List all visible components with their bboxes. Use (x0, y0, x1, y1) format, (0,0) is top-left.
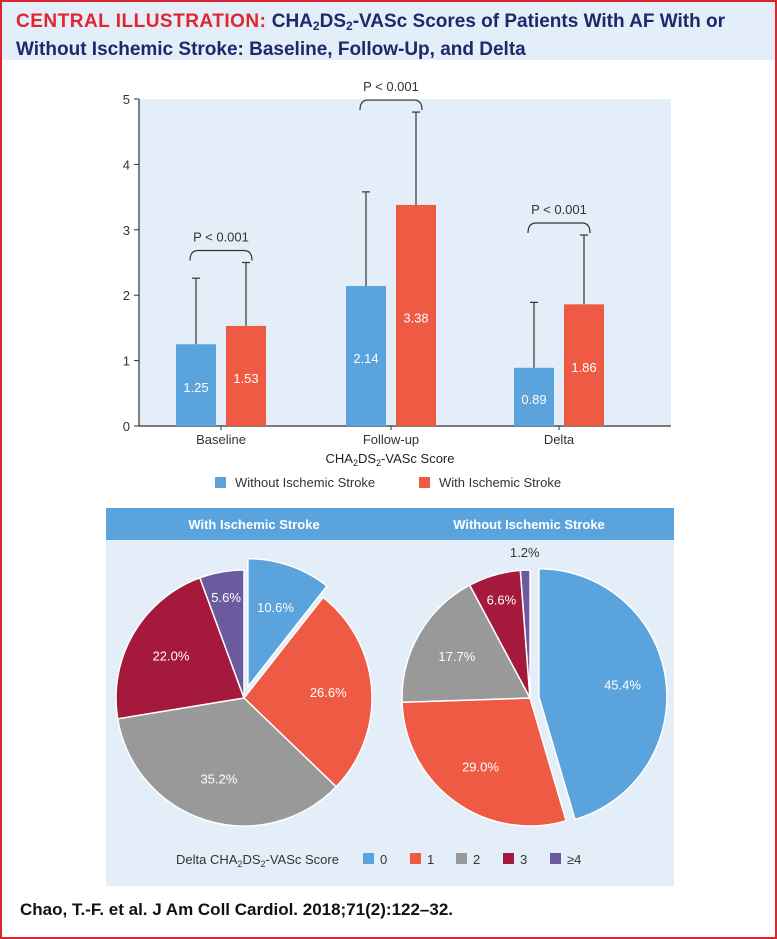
pie-slice (115, 576, 246, 720)
pie-legend-swatch (550, 853, 561, 864)
pie-legend-label: 1 (427, 852, 434, 867)
pie-legend-swatch (503, 853, 514, 864)
y-tick-label: 3 (123, 223, 130, 238)
x-tick-label: Follow-up (363, 432, 419, 447)
p-value-bracket (189, 249, 253, 261)
bar-value-label: 1.86 (571, 360, 596, 375)
pie-slice-label: 45.4% (604, 678, 641, 693)
pie-legend-label: ≥4 (567, 852, 581, 867)
legend-label: Without Ischemic Stroke (235, 475, 375, 490)
y-tick-label: 1 (123, 354, 130, 369)
bar (564, 304, 604, 426)
pie-slice (401, 584, 532, 704)
pie-slice (401, 697, 568, 827)
pie-title: Without Ischemic Stroke (453, 517, 605, 532)
pie-slice-label: 17.7% (438, 649, 475, 664)
pie-slice (116, 697, 338, 827)
title-part: DS (319, 11, 346, 32)
pie-legend-title: Delta CHA2DS2-VASc Score (176, 852, 339, 869)
legend-swatch (215, 477, 226, 488)
figure-title: CENTRAL ILLUSTRATION: CHA2DS2-VASc Score… (16, 10, 766, 61)
pie-slice (198, 569, 245, 699)
pie-legend-label: 3 (520, 852, 527, 867)
pie-slice-label: 5.6% (211, 590, 241, 605)
pie-legend-label: 0 (380, 852, 387, 867)
p-value-label: P < 0.001 (531, 202, 587, 217)
p-value-label: P < 0.001 (193, 230, 249, 245)
header-panel: CENTRAL ILLUSTRATION: CHA2DS2-VASc Score… (2, 2, 775, 60)
pie-slice-label: 6.6% (487, 593, 517, 608)
pie-slice-label: 26.6% (310, 685, 347, 700)
title-sub: 2 (346, 19, 353, 33)
pie-charts: With Ischemic Stroke10.6%26.6%35.2%22.0%… (115, 517, 668, 869)
title-part: -VASc Scores of Patients With AF With or… (16, 11, 725, 60)
pie-slice-label: 10.6% (257, 600, 294, 615)
title-part: CHA (271, 11, 313, 32)
pie-title: With Ischemic Stroke (188, 517, 319, 532)
pie-slice-label: 22.0% (153, 648, 190, 663)
bar-value-label: 3.38 (403, 310, 428, 325)
citation: Chao, T.-F. et al. J Am Coll Cardiol. 20… (20, 900, 454, 919)
p-value-label: P < 0.001 (363, 79, 419, 94)
p-value-bracket (527, 222, 591, 234)
y-tick-label: 2 (123, 288, 130, 303)
pie-panel-header (106, 508, 674, 540)
pie-slice (242, 596, 373, 788)
bar (226, 325, 266, 426)
title-lead: CENTRAL ILLUSTRATION: (16, 11, 267, 32)
p-value-bracket (359, 99, 423, 111)
bar-value-label: 1.25 (183, 380, 208, 395)
pie-slice (538, 567, 668, 821)
x-tick-label: Baseline (196, 432, 246, 447)
x-axis-title: CHA2DS2-VASc Score (326, 451, 455, 468)
x-tick-label: Delta (544, 432, 575, 447)
bar (514, 367, 554, 426)
legend-swatch (419, 477, 430, 488)
pie-slice-label: 35.2% (200, 772, 237, 787)
bar-value-label: 2.14 (353, 351, 378, 366)
title-sub: 2 (312, 19, 320, 33)
pie-legend-label: 2 (473, 852, 480, 867)
y-tick-label: 5 (123, 92, 130, 107)
bar-chart: 0 1 2 3 4 5 Baseline 1.25 1.53 P < 0.001 Follow-up… (123, 79, 671, 490)
pie-slice-label: 29.0% (462, 759, 499, 774)
bar (346, 286, 386, 426)
bar-value-label: 0.89 (521, 392, 546, 407)
bar (176, 344, 216, 426)
bar (396, 204, 436, 426)
pie-legend-swatch (410, 853, 421, 864)
legend-label: With Ischemic Stroke (439, 475, 561, 490)
y-tick-label: 0 (123, 419, 130, 434)
y-tick-label: 4 (123, 157, 130, 172)
pie-slice-label: 1.2% (510, 545, 540, 560)
pie-legend-swatch (363, 853, 374, 864)
pie-legend-swatch (456, 853, 467, 864)
pie-slice (247, 557, 329, 689)
bar-value-label: 1.53 (233, 371, 258, 386)
pie-slice (519, 569, 531, 699)
